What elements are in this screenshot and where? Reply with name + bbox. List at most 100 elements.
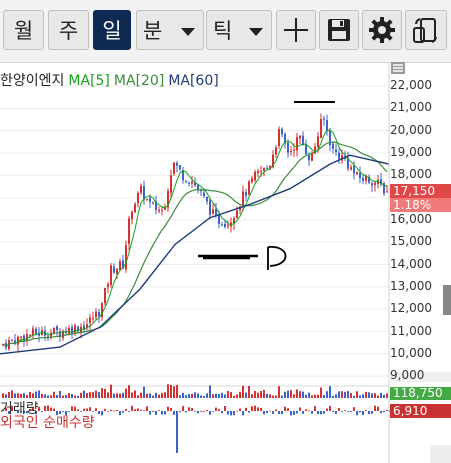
ma20-line [2,141,388,347]
foreign-net-bar [149,411,151,415]
volume-bar [335,394,337,398]
ma60-line [0,154,390,355]
candle-body [23,335,25,342]
volume-bar [38,390,40,398]
current-price: 17,150 [393,184,435,198]
candle-body [371,183,373,186]
candle-body [263,167,265,171]
foreign-net-bar [227,411,229,415]
candle-body [38,333,40,336]
volume-bar [218,393,220,398]
candle-body [32,328,34,336]
volume-bar [167,384,169,398]
candle-body [29,334,31,336]
candle-body [155,201,157,211]
foreign-net-bar [86,408,88,411]
crosshair-button[interactable] [276,10,316,50]
candle-body [335,149,337,153]
foreign-net-bar [47,405,49,411]
volume-bar [86,393,88,398]
volume-bar [305,394,307,398]
candle-body [338,152,340,160]
volume-bar [341,391,343,398]
foreign-net-bar [20,411,22,412]
foreign-net-bar [2,410,4,412]
foreign-net-bar [95,408,97,411]
foreign-net-bar [161,411,163,415]
foreign-net-bar [374,405,376,411]
candle-body [296,137,298,151]
volume-spike [176,385,178,398]
foreign-net-bar [353,407,355,411]
volume-bar [41,394,43,398]
foreign-net-bar [71,406,73,411]
minute-dropdown[interactable]: 분 [136,10,204,50]
candle-body [323,118,325,120]
volume-bar [308,392,310,398]
candle-body [260,171,262,173]
scroll-handle-right[interactable] [443,285,451,315]
tick-dropdown[interactable]: 틱 [206,10,272,50]
candle-body [221,224,223,226]
volume-bar [113,393,115,398]
candle-body [107,284,109,288]
candle-body [266,167,268,169]
volume-bar [59,390,61,398]
settings-button[interactable] [362,10,402,50]
candle-body [101,303,103,318]
volume-bar [212,394,214,398]
volume-bar [32,393,34,398]
candle-body [14,340,16,344]
foreign-net-bar [38,406,40,411]
stock-name: 한양이엔지 [0,73,65,89]
volume-bar [35,391,37,398]
candle-body [374,182,376,185]
candle-body [320,119,322,138]
save-button[interactable] [319,10,359,50]
annotation-stroke-bottom [198,254,258,260]
rotate-screen-button[interactable] [405,10,447,50]
monthly-tab[interactable]: 월 [3,10,44,50]
candle-body [56,326,58,331]
candle-body [287,142,289,153]
foreign-net-bar [230,411,232,416]
volume-bar [386,393,388,398]
candle-body [62,331,64,338]
candle-body [182,170,184,181]
legend-ma60: MA[60] [168,73,219,89]
volume-title: 거래량 [0,401,39,417]
weekly-tab[interactable]: 주 [48,10,89,50]
panel-handle[interactable] [430,445,451,463]
foreign-net-bar [29,409,31,411]
volume-bar [131,392,133,398]
foreign-net-bar [281,411,283,415]
annotation-letter [267,246,287,270]
chart-menu-icon[interactable] [391,62,405,74]
foreign-net-bar [110,409,112,411]
candle-body [341,155,343,161]
foreign-net-bar [14,409,16,411]
volume-bar [323,394,325,398]
foreign-net-bar [194,411,196,412]
candle-body [140,185,142,193]
foreign-net-bar [77,409,79,411]
price-axis-label: 18,000 [390,167,432,182]
volume-bar [71,393,73,398]
foreign-net-bar [59,411,61,415]
foreign-net-badge: 6,910 [390,404,451,418]
price-axis-label: 16,000 [390,211,432,226]
volume-bar [188,394,190,398]
volume-bar [278,386,280,398]
price-chart[interactable] [0,62,451,463]
foreign-net-bar [170,407,172,411]
daily-tab[interactable]: 일 [93,10,131,50]
candle-body [146,199,148,201]
foreign-net-bar [146,406,148,411]
foreign-net-bar [224,406,226,411]
legend-ma20: MA[20] [113,73,165,89]
foreign-net-bar [158,410,160,412]
tick-label: 틱 [213,19,233,43]
panel-divider[interactable] [389,372,451,382]
volume-bar [20,393,22,398]
volume-bar [134,390,136,398]
